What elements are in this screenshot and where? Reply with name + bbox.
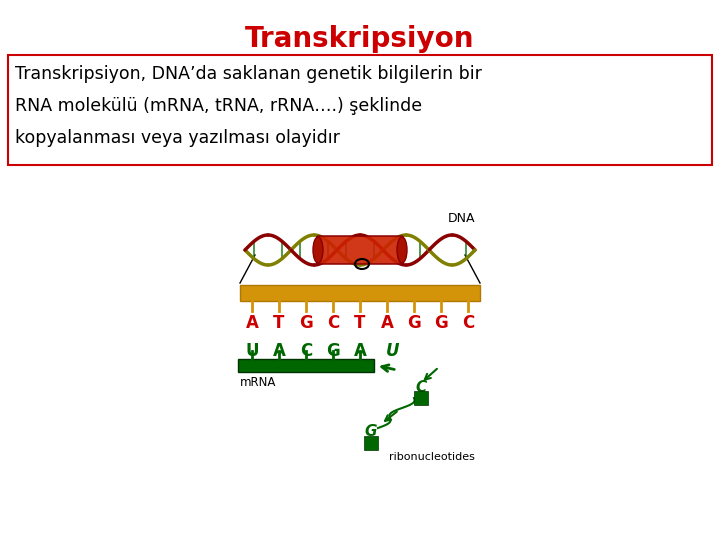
Text: C: C (327, 314, 339, 332)
Text: T: T (354, 314, 366, 332)
Text: RNA molekülü (mRNA, tRNA, rRNA….) şeklinde: RNA molekülü (mRNA, tRNA, rRNA….) şeklin… (15, 97, 422, 115)
Text: Transkripsiyon, DNA’da saklanan genetik bilgilerin bir: Transkripsiyon, DNA’da saklanan genetik … (15, 65, 482, 83)
Text: U: U (386, 342, 400, 360)
Text: mRNA: mRNA (240, 376, 276, 389)
Text: T: T (274, 314, 284, 332)
Text: G: G (365, 424, 377, 440)
FancyBboxPatch shape (240, 285, 480, 301)
FancyBboxPatch shape (238, 359, 374, 372)
Ellipse shape (313, 237, 323, 263)
FancyBboxPatch shape (317, 236, 403, 264)
Text: C: C (300, 342, 312, 360)
Text: A: A (273, 342, 285, 360)
Text: G: G (407, 314, 421, 332)
FancyBboxPatch shape (364, 436, 378, 450)
Text: ribonucleotides: ribonucleotides (389, 452, 475, 462)
Text: A: A (354, 342, 366, 360)
Text: G: G (434, 314, 448, 332)
Text: A: A (381, 314, 393, 332)
Text: DNA: DNA (448, 212, 475, 225)
Text: G: G (299, 314, 313, 332)
Text: U: U (246, 342, 258, 360)
Text: Transkripsiyon: Transkripsiyon (246, 25, 474, 53)
Ellipse shape (397, 237, 407, 263)
Text: G: G (326, 342, 340, 360)
FancyBboxPatch shape (8, 55, 712, 165)
Text: A: A (246, 314, 258, 332)
Text: kopyalanması veya yazılması olayidır: kopyalanması veya yazılması olayidır (15, 129, 340, 147)
Text: C: C (462, 314, 474, 332)
Text: C: C (415, 380, 427, 395)
FancyBboxPatch shape (414, 391, 428, 405)
